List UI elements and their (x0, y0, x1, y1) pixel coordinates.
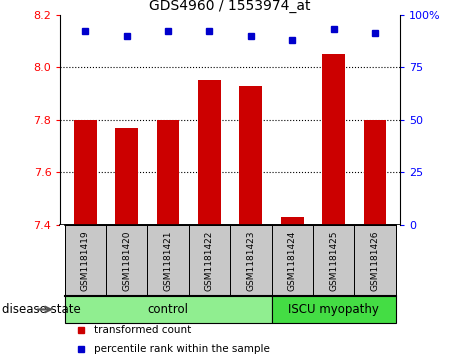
Text: disease state: disease state (2, 303, 81, 316)
Bar (65, 296, 272, 323)
Text: GSM1181421: GSM1181421 (164, 230, 173, 291)
Bar (364, 120, 386, 225)
Bar (230, 225, 272, 296)
Text: GSM1181426: GSM1181426 (371, 230, 379, 291)
Bar (239, 86, 262, 225)
Text: GSM1181419: GSM1181419 (81, 230, 90, 291)
Text: GSM1181420: GSM1181420 (122, 230, 131, 291)
Text: GSM1181423: GSM1181423 (246, 230, 255, 291)
Bar (281, 217, 304, 225)
Bar (322, 54, 345, 225)
Bar (147, 225, 189, 296)
Title: GDS4960 / 1553974_at: GDS4960 / 1553974_at (149, 0, 311, 13)
Text: GSM1181425: GSM1181425 (329, 230, 338, 291)
Bar (189, 225, 230, 296)
Bar (106, 225, 147, 296)
Text: control: control (147, 303, 189, 316)
Bar (272, 225, 313, 296)
Text: percentile rank within the sample: percentile rank within the sample (94, 343, 270, 354)
Bar (198, 80, 221, 225)
Bar (354, 225, 396, 296)
Bar (157, 120, 179, 225)
Bar (65, 225, 106, 296)
Bar (74, 120, 97, 225)
Text: ISCU myopathy: ISCU myopathy (288, 303, 379, 316)
Text: GSM1181424: GSM1181424 (288, 230, 297, 291)
Text: transformed count: transformed count (94, 325, 192, 335)
Bar (272, 296, 396, 323)
Bar (115, 128, 138, 225)
Bar (313, 225, 354, 296)
Text: GSM1181422: GSM1181422 (205, 230, 214, 291)
